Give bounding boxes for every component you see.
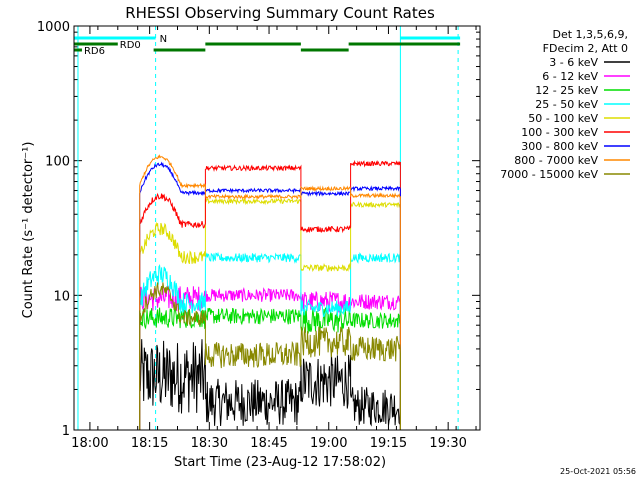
legend-entry: 800 - 7000 keV xyxy=(514,154,598,167)
series-line xyxy=(139,339,401,430)
legend-header: FDecim 2, Att 0 xyxy=(543,42,628,55)
legend-entry: 25 - 50 keV xyxy=(535,98,598,111)
legend-header: Det 1,3,5,6,9, xyxy=(552,28,628,41)
generated-timestamp: 25-Oct-2021 05:56 xyxy=(560,467,636,476)
y-tick-label: 10 xyxy=(53,289,70,304)
series-line xyxy=(139,154,401,430)
legend-entry: 6 - 12 keV xyxy=(542,70,598,83)
series-line xyxy=(139,282,401,430)
plot-area: 18:00 18:15 18:30 18:45 19:00 19:15 19:30 1 10 10… xyxy=(37,20,480,451)
y-axis-label: Count Rate (s⁻¹ detector⁻¹) xyxy=(21,142,36,319)
series-line xyxy=(139,197,401,430)
legend-entry: 100 - 300 keV xyxy=(521,126,598,139)
series-line xyxy=(139,159,401,430)
status-label-n: N xyxy=(160,34,167,45)
legend: Det 1,3,5,6,9,FDecim 2, Att 03 - 6 keV6 … xyxy=(500,28,630,181)
x-tick-label: 18:45 xyxy=(250,436,287,451)
chart-title: RHESSI Observing Summary Count Rates xyxy=(125,4,435,22)
x-tick-label: 18:30 xyxy=(191,436,228,451)
series-line xyxy=(139,251,401,430)
legend-entry: 300 - 800 keV xyxy=(521,140,598,153)
y-tick-label: 100 xyxy=(45,155,70,170)
legend-entry: 50 - 100 keV xyxy=(528,112,598,125)
x-tick-label: 19:00 xyxy=(310,436,347,451)
x-tick-label: 19:15 xyxy=(370,436,407,451)
plot-frame xyxy=(73,25,481,431)
x-tick-label: 18:00 xyxy=(71,436,108,451)
y-tick-label: 1 xyxy=(62,424,70,439)
legend-entry: 3 - 6 keV xyxy=(549,56,598,69)
x-tick-label: 18:15 xyxy=(131,436,168,451)
y-tick-label: 1000 xyxy=(37,20,70,35)
status-label-rd6: RD6 xyxy=(84,46,105,57)
legend-entry: 12 - 25 keV xyxy=(535,84,598,97)
legend-entry: 7000 - 15000 keV xyxy=(500,168,598,181)
series-line xyxy=(139,161,401,430)
x-axis-label: Start Time (23-Aug-12 17:58:02) xyxy=(174,455,386,470)
status-label-rd0: RD0 xyxy=(120,40,141,51)
x-tick-label: 19:30 xyxy=(429,436,466,451)
